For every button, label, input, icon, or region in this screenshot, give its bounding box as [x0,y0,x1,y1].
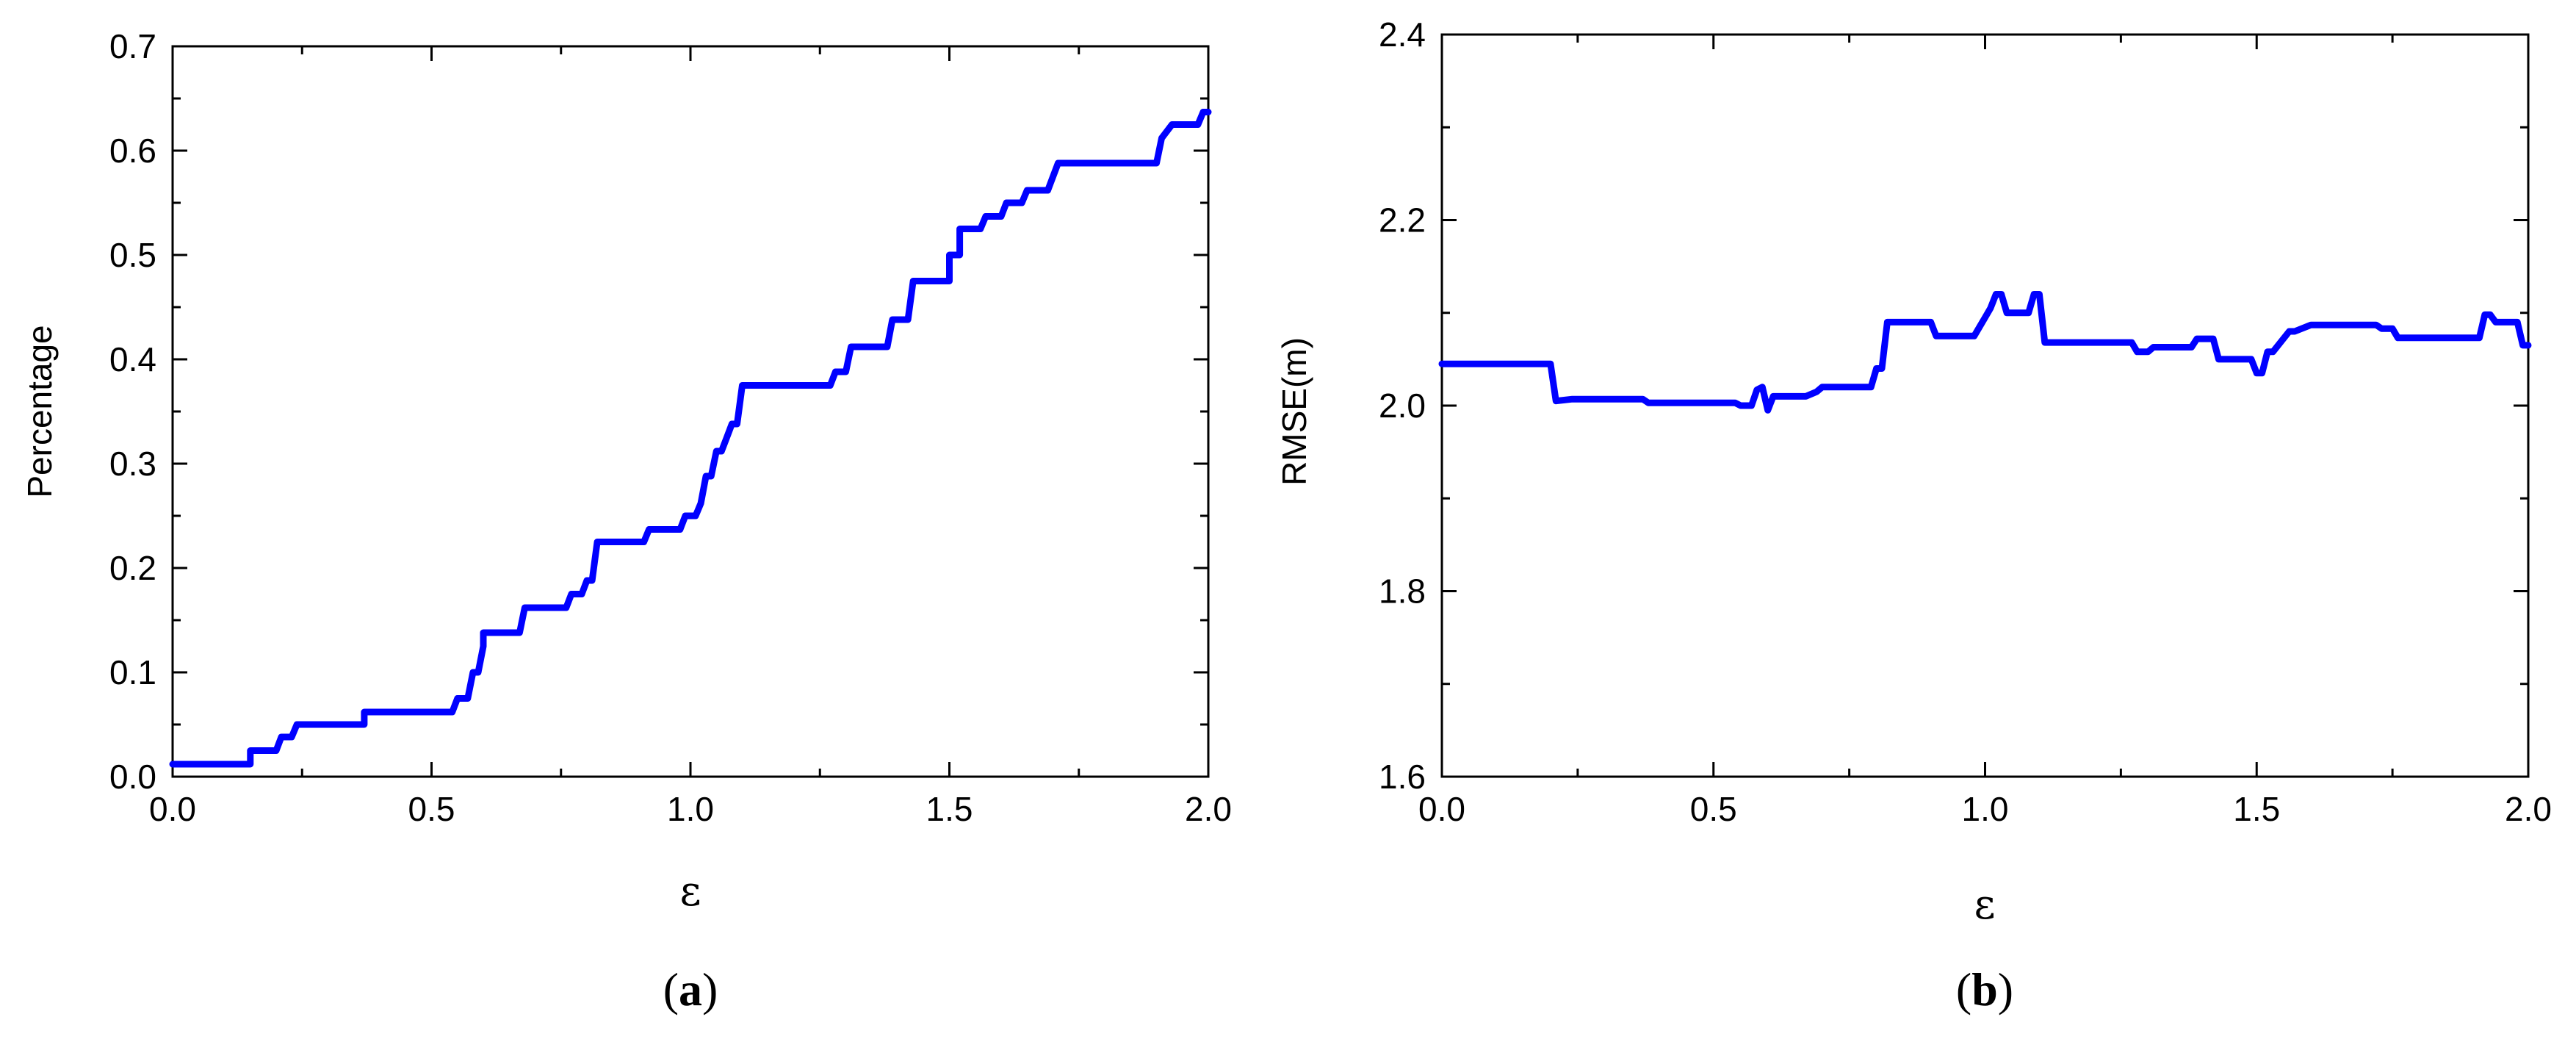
y-tick-label-a: 0.0 [109,758,156,796]
ticks-a [171,45,1210,778]
x-tick-label-a: 0.5 [408,790,455,828]
x-tick-label-a: 1.0 [667,790,714,828]
y-tick-label-a: 0.4 [109,340,156,378]
chart-panel-b: 0.0 0.5 1.0 1.5 2.0 1.6 1.8 2.0 2.2 2.4 RMSE(m) ε… [1275,15,2552,1015]
panel-label-b: (b) [1956,963,2013,1015]
y-tick-label-b: 2.2 [1379,201,1426,240]
x-tick-label-b: 0.0 [1418,790,1465,828]
y-tick-label-b: 2.0 [1379,387,1426,425]
tick-labels-a: 0.0 0.5 1.0 1.5 2.0 0.0 0.1 0.2 0.3 0.4 0.5 0.6 0.7 [109,27,1232,828]
y-axis-label-b: RMSE(m) [1275,337,1313,486]
x-tick-label-b: 0.5 [1690,790,1737,828]
ticks-b [1440,33,2530,778]
x-tick-label-a: 0.0 [149,790,196,828]
chart-panel-a: 0.0 0.5 1.0 1.5 2.00.00.10.20.30.40.50.60.7 … [21,27,1232,1015]
x-tick-label-b: 2.0 [2505,790,2552,828]
x-tick-label-b: 1.5 [2233,790,2280,828]
y-tick-label-b: 2.4 [1379,15,1426,54]
y-tick-label-a: 0.7 [109,27,156,65]
x-tick-label-a: 1.5 [926,790,973,828]
y-axis-label-a: Percentage [21,325,59,497]
x-axis-label-a: ε [679,868,701,916]
series-line-a [169,109,1212,768]
series-line-b [1438,291,2532,414]
y-tick-label-a: 0.2 [109,549,156,587]
y-tick-label-a: 0.6 [109,132,156,170]
x-tick-label-a: 2.0 [1185,790,1232,828]
y-tick-label-b: 1.6 [1379,758,1426,796]
y-tick-label-a: 0.1 [109,653,156,691]
tick-labels-b: 0.0 0.5 1.0 1.5 2.0 1.6 1.8 2.0 2.2 2.4 [1379,15,2552,828]
x-axis-label-b: ε [1974,881,1995,929]
y-tick-label-b: 1.8 [1379,572,1426,611]
plot-area-b [1440,33,2530,778]
panel-label-a: (a) [663,963,718,1015]
y-tick-label-a: 0.5 [109,236,156,274]
plot-area-a [171,45,1210,778]
y-tick-label-a: 0.3 [109,445,156,483]
x-tick-label-b: 1.0 [1962,790,2009,828]
